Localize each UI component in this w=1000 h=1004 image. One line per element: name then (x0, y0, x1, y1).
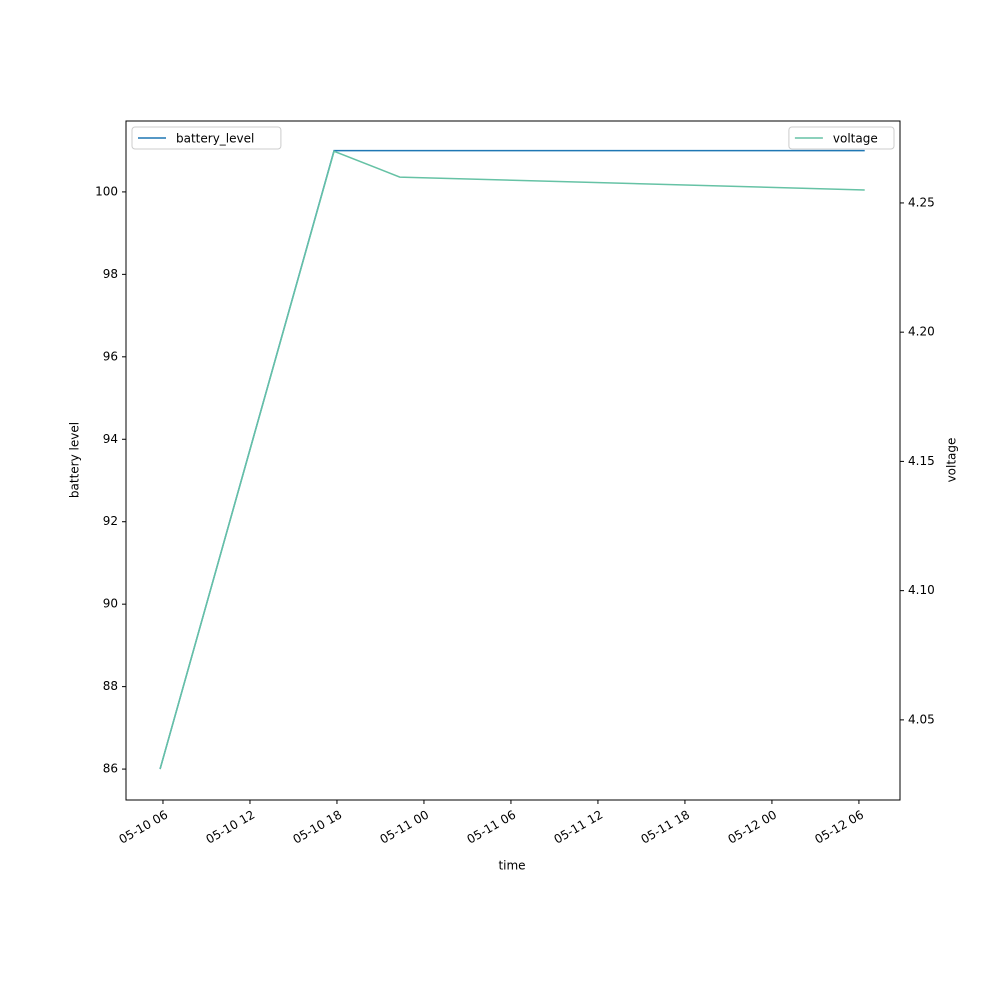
legend-box (788, 126, 895, 150)
y-tick-label: 94 (103, 432, 118, 446)
x-tick-label: 05-10 18 (290, 808, 344, 847)
y-tick-label: 90 (103, 597, 118, 611)
legend-label: battery_level (176, 132, 254, 146)
line-series (159, 149, 865, 770)
y2-tick-label: 4.15 (908, 454, 935, 468)
y2-tick-label: 4.10 (908, 583, 935, 597)
x-tick-label: 05-10 06 (116, 808, 170, 847)
line-series (159, 150, 865, 770)
x-tick-label: 05-11 18 (638, 808, 692, 847)
y2-axis-label: voltage (945, 438, 959, 483)
x-tick-label: 05-11 12 (551, 808, 605, 847)
x-tick-label: 05-11 00 (377, 808, 431, 847)
y-tick-label: 88 (103, 679, 118, 693)
y-tick-label: 96 (103, 349, 118, 363)
y2-tick-label: 4.25 (908, 195, 935, 209)
y-tick-label: 98 (103, 267, 118, 281)
legend-label: voltage (833, 132, 878, 146)
x-tick-label: 05-12 00 (725, 808, 779, 847)
y-tick-label: 86 (103, 762, 118, 776)
legend-box (131, 126, 282, 150)
y-axis-label: battery level (68, 422, 82, 498)
y-tick-label: 92 (103, 514, 118, 528)
y2-tick-label: 4.20 (908, 325, 935, 339)
y-tick-label: 100 (95, 184, 118, 198)
x-tick-label: 05-12 06 (812, 808, 866, 847)
y2-tick-label: 4.05 (908, 712, 935, 726)
x-tick-label: 05-10 12 (203, 808, 257, 847)
plot-frame (125, 120, 901, 801)
x-axis-label: time (498, 859, 525, 873)
x-tick-label: 05-11 06 (464, 808, 518, 847)
